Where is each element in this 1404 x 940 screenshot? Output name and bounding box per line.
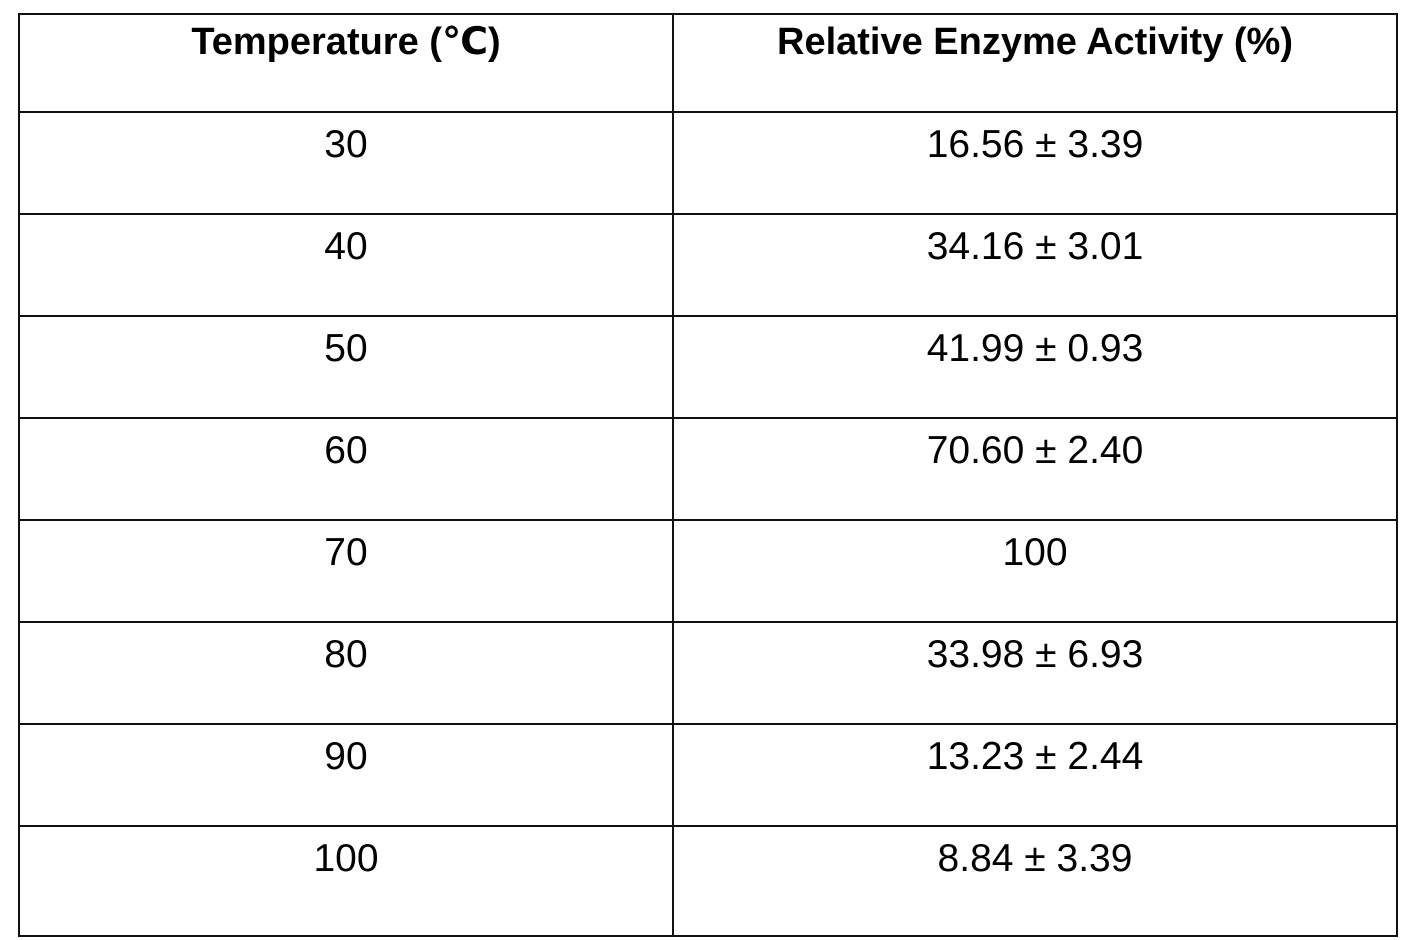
table-row: 30 16.56 ± 3.39 (18, 111, 1398, 215)
activity-cell: 41.99 ± 0.93 (672, 315, 1398, 419)
temperature-cell: 100 (18, 825, 674, 937)
table-row: 60 70.60 ± 2.40 (18, 417, 1398, 521)
activity-cell: 16.56 ± 3.39 (672, 111, 1398, 215)
header-row: Temperature (℃) Relative Enzyme Activity… (18, 13, 1398, 113)
temperature-cell: 50 (18, 315, 674, 419)
temperature-cell: 70 (18, 519, 674, 623)
temperature-cell: 40 (18, 213, 674, 317)
temperature-cell: 90 (18, 723, 674, 827)
table-row: 70 100 (18, 519, 1398, 623)
table-row: 40 34.16 ± 3.01 (18, 213, 1398, 317)
header-temperature: Temperature (℃) (18, 13, 674, 113)
table-row: 50 41.99 ± 0.93 (18, 315, 1398, 419)
temperature-cell: 30 (18, 111, 674, 215)
activity-cell: 34.16 ± 3.01 (672, 213, 1398, 317)
table-row: 90 13.23 ± 2.44 (18, 723, 1398, 827)
activity-cell: 13.23 ± 2.44 (672, 723, 1398, 827)
temperature-cell: 60 (18, 417, 674, 521)
enzyme-activity-table: Temperature (℃) Relative Enzyme Activity… (18, 13, 1398, 937)
activity-cell: 8.84 ± 3.39 (672, 825, 1398, 937)
table-row: 100 8.84 ± 3.39 (18, 825, 1398, 937)
activity-cell: 33.98 ± 6.93 (672, 621, 1398, 725)
activity-cell: 100 (672, 519, 1398, 623)
header-relative-activity: Relative Enzyme Activity (%) (672, 13, 1398, 113)
activity-cell: 70.60 ± 2.40 (672, 417, 1398, 521)
temperature-cell: 80 (18, 621, 674, 725)
table-row: 80 33.98 ± 6.93 (18, 621, 1398, 725)
